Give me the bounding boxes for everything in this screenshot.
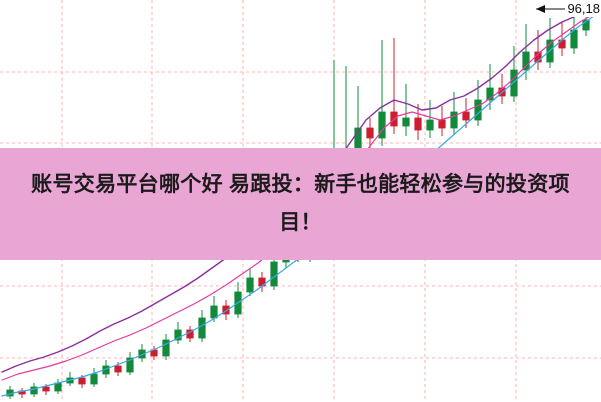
overlay-banner: 账号交易平台哪个好 易跟投：新手也能轻松参与的投资项目！ — [0, 148, 601, 260]
price-tag: 96,18 — [565, 0, 601, 17]
banner-text: 账号交易平台哪个好 易跟投：新手也能轻松参与的投资项目！ — [31, 173, 570, 234]
